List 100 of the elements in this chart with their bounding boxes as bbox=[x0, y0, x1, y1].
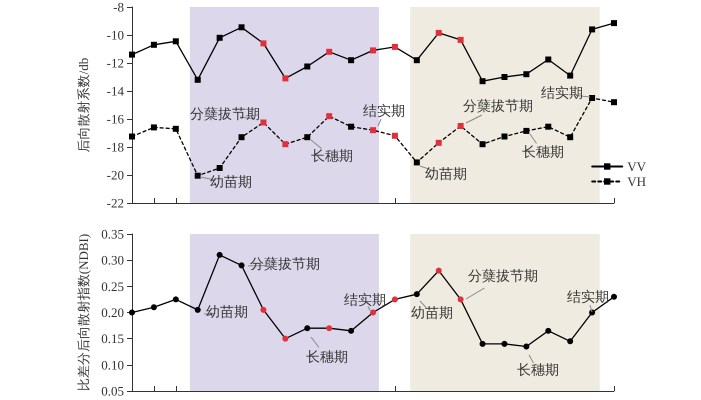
point bbox=[129, 52, 135, 58]
point bbox=[501, 74, 508, 80]
point bbox=[480, 340, 486, 347]
annotation: 幼苗期 bbox=[206, 304, 248, 320]
point bbox=[216, 34, 223, 41]
point bbox=[172, 38, 179, 44]
point bbox=[392, 296, 398, 302]
point bbox=[326, 48, 332, 55]
point bbox=[129, 134, 135, 140]
point bbox=[501, 340, 508, 347]
point bbox=[370, 47, 376, 54]
point bbox=[458, 296, 464, 302]
annotation: 长穗期 bbox=[517, 362, 559, 378]
point bbox=[480, 141, 486, 148]
point bbox=[150, 124, 157, 130]
point bbox=[567, 134, 574, 140]
point bbox=[589, 310, 596, 316]
point bbox=[238, 24, 245, 30]
y-tick-label: -8 bbox=[113, 0, 124, 14]
point bbox=[260, 120, 266, 126]
point bbox=[150, 304, 157, 310]
point bbox=[458, 36, 464, 43]
annotation: 分蘖拔节期 bbox=[190, 106, 260, 122]
annotation: 幼苗期 bbox=[425, 166, 467, 182]
point bbox=[172, 126, 179, 132]
point bbox=[501, 134, 508, 140]
y-tick-label: -14 bbox=[106, 84, 124, 98]
point bbox=[238, 262, 245, 268]
annotation: 结实期 bbox=[363, 104, 405, 120]
point bbox=[282, 141, 288, 148]
point bbox=[326, 113, 332, 120]
y-tick-label: -18 bbox=[106, 140, 124, 154]
point bbox=[304, 325, 310, 332]
legend-label: VH bbox=[627, 174, 646, 189]
point bbox=[567, 338, 574, 344]
annotation: 结实期 bbox=[567, 290, 609, 306]
y-tick-label: -22 bbox=[106, 196, 124, 210]
point bbox=[480, 78, 486, 84]
y-tick-label: 0.20 bbox=[101, 305, 124, 320]
point bbox=[392, 132, 398, 139]
annotation: 幼苗期 bbox=[411, 306, 453, 322]
annotation: 结实期 bbox=[541, 86, 583, 102]
y-tick-label: 0.25 bbox=[101, 278, 124, 294]
point bbox=[545, 56, 552, 62]
point bbox=[523, 344, 530, 350]
point bbox=[567, 72, 574, 79]
point bbox=[589, 26, 596, 32]
point bbox=[216, 165, 223, 171]
point bbox=[260, 40, 266, 46]
y-tick-label: -12 bbox=[106, 56, 124, 70]
legend-label: VV bbox=[627, 159, 647, 174]
point bbox=[216, 252, 223, 258]
y-tick-label: 0.10 bbox=[101, 357, 124, 372]
point bbox=[194, 76, 201, 83]
point bbox=[348, 57, 354, 64]
point bbox=[348, 328, 354, 334]
point bbox=[589, 95, 596, 101]
point bbox=[304, 64, 310, 70]
point bbox=[260, 306, 266, 313]
point bbox=[611, 99, 617, 106]
point bbox=[194, 306, 201, 313]
y-axis-title: 后向散射系数/db bbox=[76, 58, 91, 152]
annotation: 幼苗期 bbox=[210, 174, 252, 190]
point bbox=[282, 336, 288, 342]
point bbox=[348, 124, 354, 130]
point bbox=[370, 310, 376, 316]
annotation: 长穗期 bbox=[311, 148, 353, 164]
point bbox=[414, 57, 420, 64]
point bbox=[392, 44, 398, 50]
point bbox=[436, 268, 442, 274]
annotation: 分蘖拔节期 bbox=[463, 98, 533, 114]
point bbox=[611, 20, 617, 26]
point bbox=[414, 159, 420, 166]
point bbox=[545, 124, 552, 130]
point bbox=[523, 71, 530, 78]
point bbox=[436, 140, 442, 146]
y-tick-label: -16 bbox=[106, 112, 124, 126]
point bbox=[458, 123, 464, 129]
y-tick-label: 0.35 bbox=[101, 226, 124, 242]
point bbox=[150, 42, 157, 48]
y-tick-label: 0.30 bbox=[101, 252, 124, 268]
point bbox=[304, 134, 310, 140]
y-tick-label: -20 bbox=[106, 168, 124, 182]
annotation: 长穗期 bbox=[306, 350, 348, 366]
point bbox=[129, 310, 135, 316]
point bbox=[523, 128, 530, 134]
annotation: 分蘖拔节期 bbox=[250, 256, 320, 272]
y-tick-label: -10 bbox=[106, 28, 124, 42]
point bbox=[194, 172, 201, 179]
annotation: 结实期 bbox=[344, 292, 386, 308]
point bbox=[611, 294, 617, 300]
point bbox=[172, 296, 179, 302]
y-tick-label: 0.15 bbox=[101, 331, 124, 346]
point bbox=[282, 75, 288, 82]
point bbox=[326, 325, 332, 332]
annotation: 长穗期 bbox=[522, 144, 564, 160]
annotation: 分蘖拔节期 bbox=[468, 268, 538, 284]
point bbox=[238, 134, 245, 140]
y-axis-title: 比差分后向散射指数(NDBI) bbox=[76, 234, 91, 392]
point bbox=[436, 30, 442, 36]
